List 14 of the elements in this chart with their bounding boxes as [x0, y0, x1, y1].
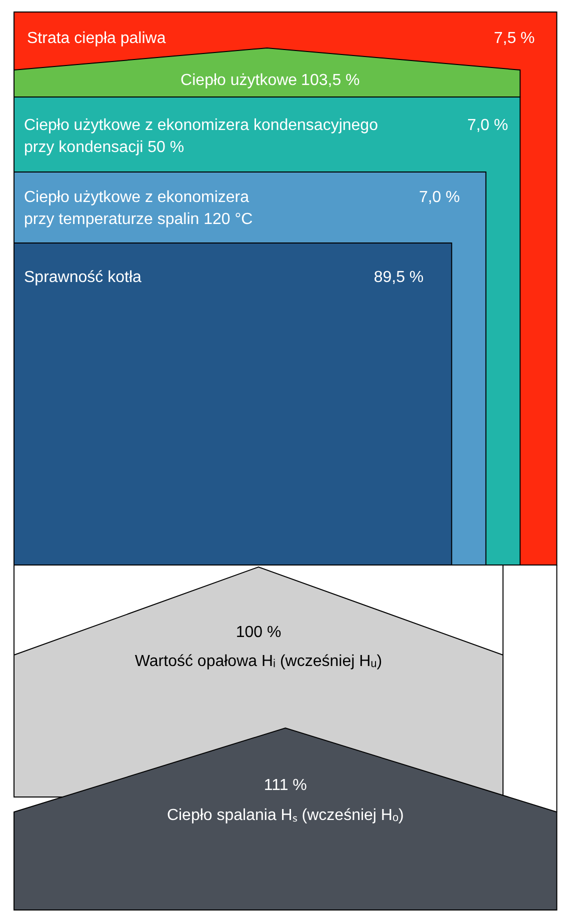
- data-label: 7,0 %: [467, 117, 508, 134]
- data-label: 89,5 %: [374, 269, 424, 286]
- data-label: 111 %: [264, 777, 307, 794]
- category-label: Ciepło użytkowe z ekonomizera przy temperaturze spalin 120 °C: [24, 189, 253, 228]
- data-label: 103,5 %: [301, 72, 360, 89]
- category-label: Ciepło spalania Hₛ (wcześniej Hₒ): [166, 807, 404, 824]
- data-label: 7,0 %: [418, 189, 460, 206]
- data-label: 7,5 %: [494, 30, 535, 47]
- category-label: Wartość opałowa Hᵢ (wcześniej Hᵤ): [134, 653, 382, 670]
- data-label: 100 %: [236, 624, 282, 641]
- category-label: Sprawność kotła: [24, 269, 142, 286]
- category-label: Strata ciepła paliwa: [27, 30, 166, 47]
- category-label: Ciepło użytkowe: [180, 72, 298, 89]
- category-label: Ciepło użytkowe z ekonomizera kondensacyjnego przy kondensacji 50 %: [24, 117, 378, 156]
